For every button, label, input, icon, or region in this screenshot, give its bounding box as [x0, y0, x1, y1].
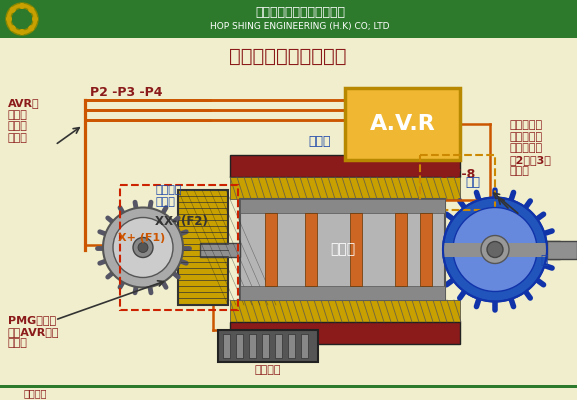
Bar — [0, 0, 577, 38]
Circle shape — [19, 29, 25, 35]
Circle shape — [453, 208, 537, 292]
Bar — [223, 334, 230, 358]
Text: 轴: 轴 — [540, 254, 548, 266]
Bar — [350, 213, 362, 286]
Text: 整流模块: 整流模块 — [255, 365, 281, 375]
Text: 主定子: 主定子 — [309, 135, 331, 148]
Bar — [240, 286, 445, 300]
Circle shape — [32, 16, 38, 22]
Text: 内部培训: 内部培训 — [23, 388, 47, 398]
Circle shape — [443, 198, 547, 302]
Text: 从主定子来
的交流电源
和传感信号
（2相或3相
感应）: 从主定子来 的交流电源 和传感信号 （2相或3相 感应） — [510, 120, 552, 176]
Bar — [265, 213, 277, 286]
Text: 轴承: 轴承 — [465, 176, 480, 190]
Circle shape — [133, 238, 153, 258]
Bar — [535, 240, 560, 258]
Bar — [230, 300, 460, 322]
Bar — [236, 334, 243, 358]
Bar — [120, 185, 238, 310]
Bar — [230, 322, 460, 344]
Bar — [345, 88, 460, 160]
Text: 励磁转子
和定子: 励磁转子 和定子 — [155, 185, 182, 206]
Circle shape — [113, 218, 173, 278]
Bar — [230, 155, 460, 177]
Bar — [249, 334, 256, 358]
Circle shape — [6, 3, 38, 35]
Bar — [0, 385, 577, 388]
Bar — [275, 334, 282, 358]
Circle shape — [10, 25, 16, 31]
Bar — [230, 177, 460, 199]
Text: AVR输
出直流
电给励
磁定子: AVR输 出直流 电给励 磁定子 — [8, 98, 40, 143]
Circle shape — [487, 242, 503, 258]
Bar — [443, 242, 547, 256]
Bar — [218, 330, 318, 362]
Bar — [200, 242, 240, 256]
Circle shape — [138, 242, 148, 252]
Bar — [547, 240, 577, 258]
Circle shape — [10, 7, 16, 13]
Text: P2 -P3 -P4: P2 -P3 -P4 — [90, 86, 163, 100]
Circle shape — [28, 25, 34, 31]
Circle shape — [481, 236, 509, 264]
Bar — [288, 334, 295, 358]
Circle shape — [11, 8, 33, 30]
Bar — [305, 213, 317, 286]
Bar — [445, 242, 535, 256]
Text: 发电机基本结构和电路: 发电机基本结构和电路 — [229, 46, 347, 66]
Bar — [240, 199, 445, 213]
Text: X+ (F1): X+ (F1) — [118, 233, 165, 243]
Text: XX- (F2): XX- (F2) — [155, 215, 208, 228]
Circle shape — [28, 7, 34, 13]
Bar — [262, 334, 269, 358]
Circle shape — [19, 3, 25, 9]
Text: PMG提供电
源给AVR（安
装时）: PMG提供电 源给AVR（安 装时） — [8, 315, 59, 348]
Text: 主转子: 主转子 — [330, 242, 355, 256]
Text: A.V.R: A.V.R — [370, 114, 436, 134]
Bar — [301, 334, 308, 358]
Circle shape — [6, 16, 12, 22]
Bar — [178, 190, 228, 305]
Text: 6-7-8: 6-7-8 — [439, 168, 475, 182]
Text: HOP SHING ENGINEERING (H.K) CO; LTD: HOP SHING ENGINEERING (H.K) CO; LTD — [210, 22, 389, 30]
Text: 合成工程（香港）有限公司: 合成工程（香港）有限公司 — [255, 6, 345, 18]
Bar — [420, 155, 495, 210]
Bar — [240, 199, 445, 300]
Circle shape — [103, 208, 183, 288]
Bar — [420, 213, 432, 286]
Bar — [395, 213, 407, 286]
